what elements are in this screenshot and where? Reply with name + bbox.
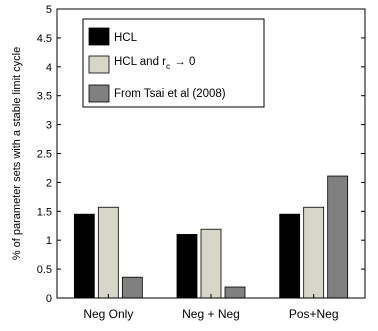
legend-label-hcl-rc-arrow: → 0 — [174, 56, 195, 68]
legend-label-tsai: From Tsai et al (2008) — [114, 88, 226, 100]
y-tick-label: 5 — [46, 4, 52, 16]
y-axis-label: % of parameter sets with a stable limit … — [11, 47, 23, 260]
bar-tsai-1 — [121, 276, 143, 299]
bar-hcl-3 — [279, 213, 301, 299]
bar-hcl-rc-3 — [303, 206, 325, 299]
legend-label-hcl-rc-main: HCL and r — [114, 56, 166, 68]
y-tick-label: 3 — [46, 120, 52, 132]
legend-swatch-tsai — [88, 84, 110, 103]
legend-swatch-hcl-rc — [88, 55, 110, 74]
y-tick-label: 0 — [46, 293, 52, 305]
bar-hcl-rc-2 — [200, 228, 222, 299]
x-category-label: Neg Only — [83, 307, 133, 321]
bar-hcl-2 — [176, 234, 198, 299]
y-axis-ticks: 0 0.5 1 1.5 2 2.5 3 3.5 4 4.5 5 — [37, 4, 365, 305]
legend-label-hcl-rc-subscript: c — [166, 61, 171, 71]
y-tick-label: 2.5 — [37, 149, 52, 161]
y-tick-label: 0.5 — [37, 264, 52, 276]
bar-tsai-2 — [224, 286, 246, 299]
legend-label-hcl: HCL — [114, 32, 138, 44]
y-tick-label: 1.5 — [37, 206, 52, 218]
bar-hcl-1 — [73, 213, 95, 299]
bar-tsai-3 — [327, 175, 349, 299]
x-category-label: Pos+Neg — [289, 307, 339, 321]
y-tick-label: 2 — [46, 177, 52, 189]
legend-swatch-hcl — [88, 27, 110, 46]
x-axis-categories: Neg Only Neg + Neg Pos+Neg — [83, 294, 339, 321]
y-tick-label: 4.5 — [37, 33, 52, 45]
x-category-label: Neg + Neg — [182, 307, 240, 321]
legend-box — [82, 18, 265, 108]
y-tick-label: 1 — [46, 235, 52, 247]
legend-label-hcl-rc: HCL and rc → 0 — [114, 56, 195, 71]
y-tick-label: 3.5 — [37, 91, 52, 103]
bar-hcl-rc-1 — [97, 206, 119, 299]
bars-group — [73, 175, 349, 299]
legend: HCL HCL and rc → 0 From Tsai et al (2008) — [82, 18, 265, 108]
y-tick-label: 4 — [46, 62, 52, 74]
